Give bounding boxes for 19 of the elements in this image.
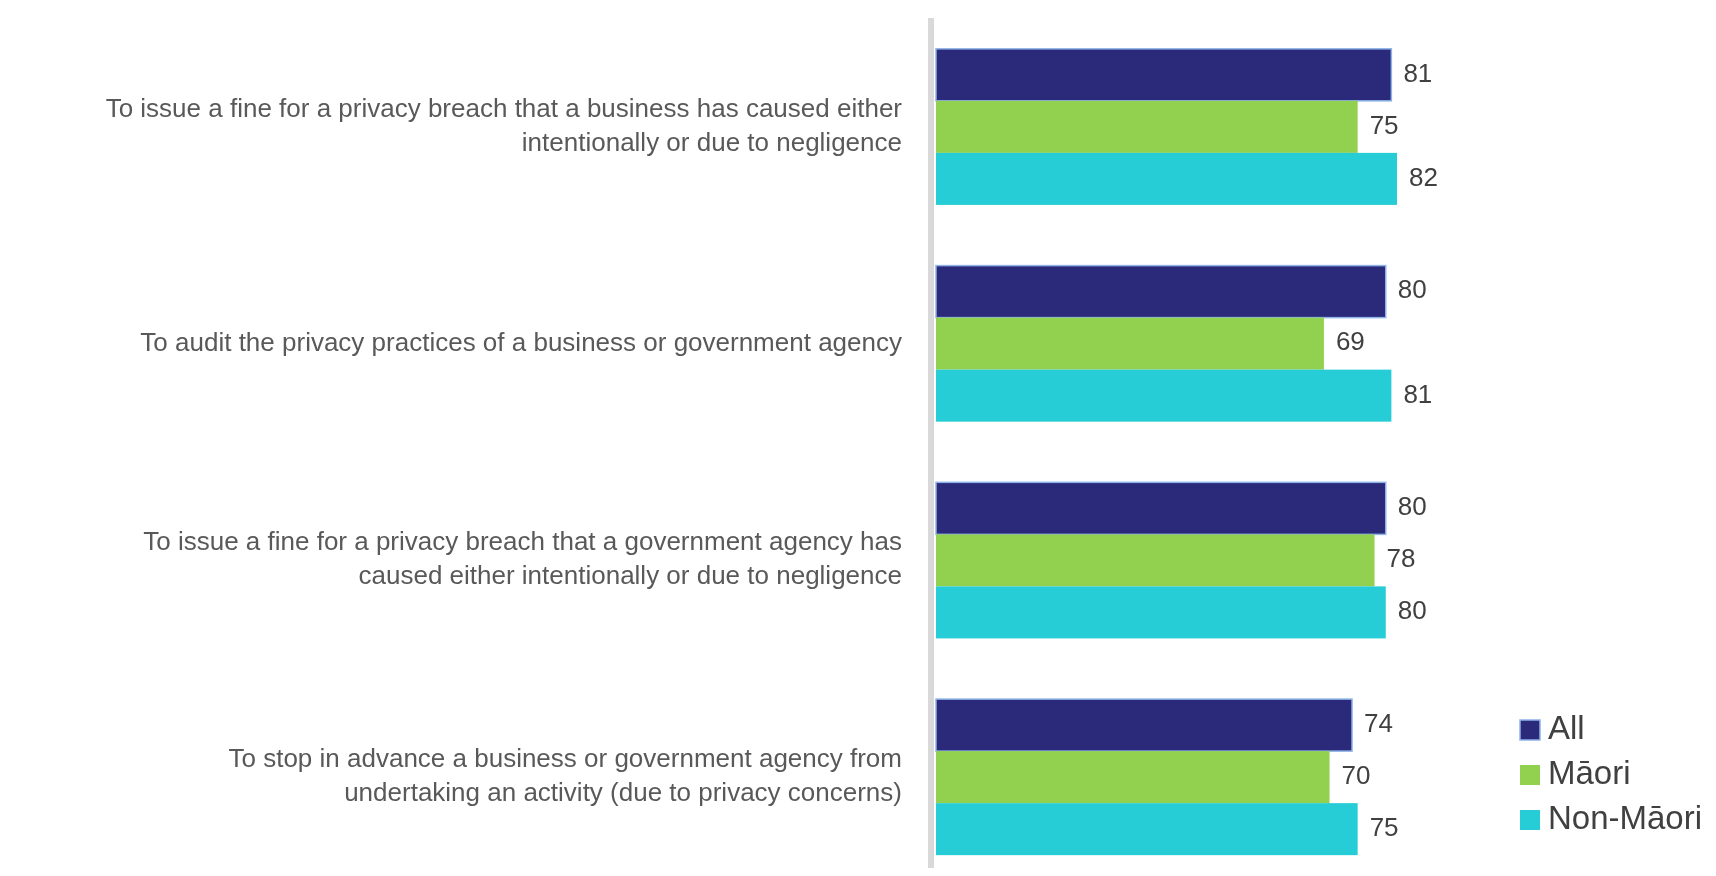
data-label: 81 [1403, 57, 1433, 88]
y-tick-label: To issue a fine for a privacy breach that a business has caused either intentionally or due to negligence [105, 92, 903, 157]
legend-label: All [1548, 708, 1585, 746]
y-tick-label: To stop in advance a business or government agency from undertaking an activity (due to privacy concerns) [228, 743, 902, 808]
data-label: 74 [1364, 707, 1393, 738]
y-tick-label: To audit the privacy practices of a business or government agency [140, 326, 902, 357]
data-label: 80 [1397, 595, 1427, 626]
data-label: 78 [1386, 543, 1416, 574]
legend-label: Non-Māori [1548, 798, 1703, 836]
legend-label: Māori [1548, 753, 1631, 791]
data-label: 80 [1397, 274, 1427, 305]
data-label: 69 [1335, 326, 1365, 357]
data-label: 80 [1397, 491, 1427, 522]
data-label: 82 [1409, 161, 1438, 192]
y-tick-label: To issue a fine for a privacy breach that a government agency has caused either intentionally or due to negligence [143, 526, 902, 591]
data-label: 75 [1369, 109, 1399, 140]
data-label: 70 [1341, 760, 1371, 791]
data-label: 75 [1369, 812, 1399, 843]
data-label: 81 [1403, 378, 1433, 409]
